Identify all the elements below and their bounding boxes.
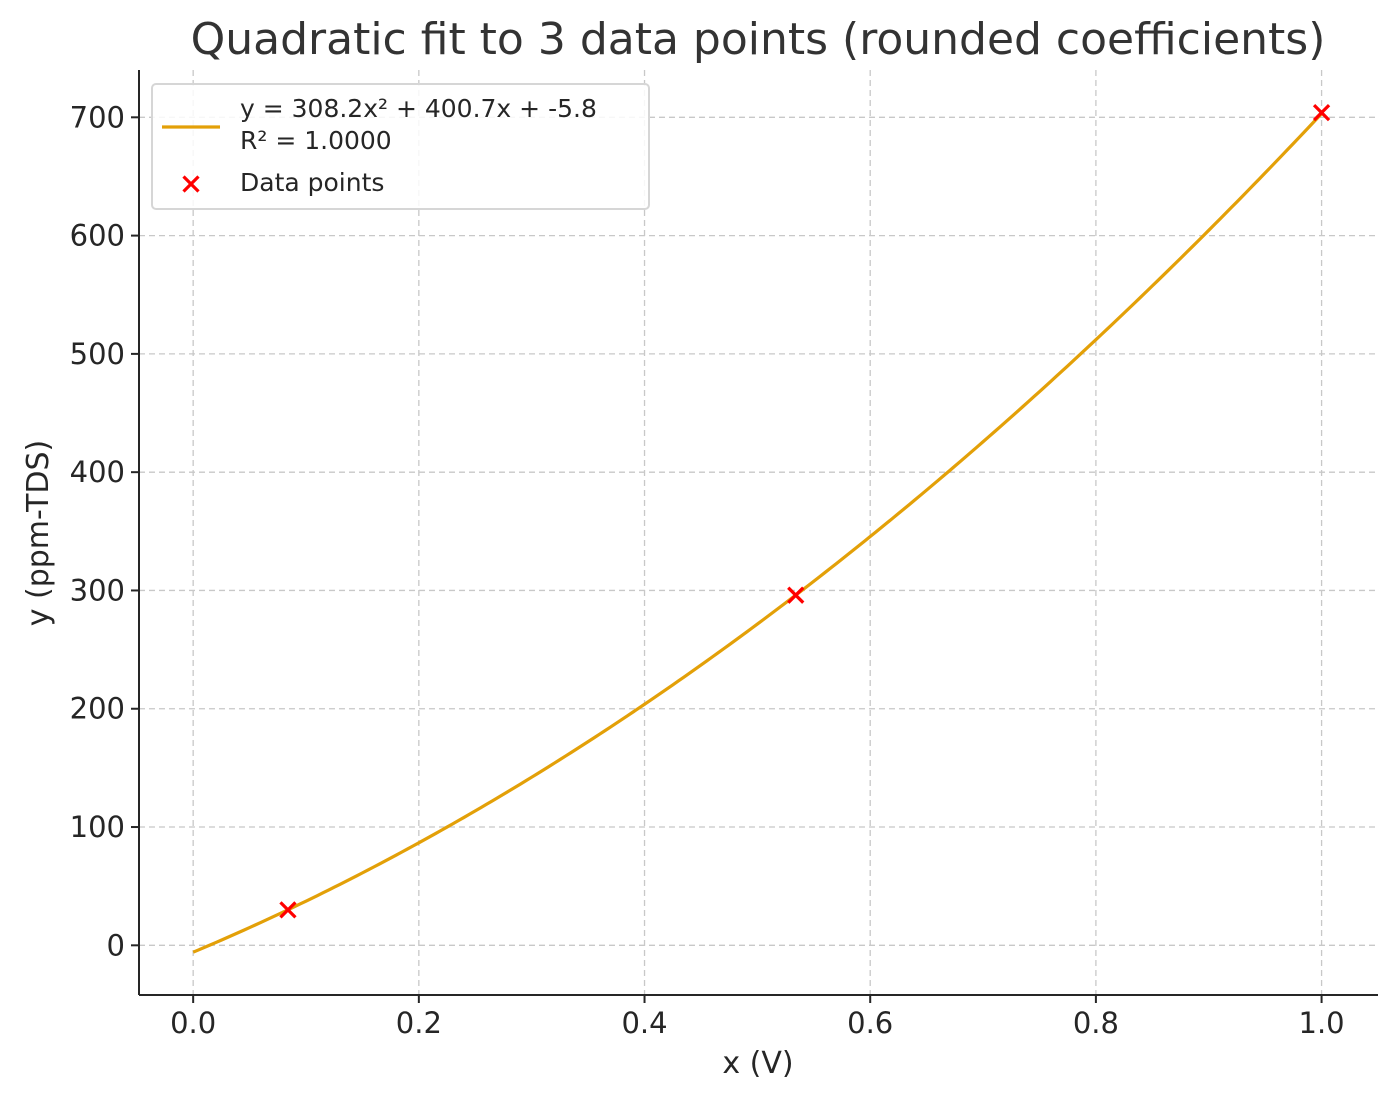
legend-points-swatch [182, 175, 200, 193]
grid [139, 70, 1378, 995]
legend-points-label: Data points [240, 168, 384, 197]
legend-point-marker [182, 175, 200, 193]
legend-box [151, 83, 650, 210]
y-tick-label: 300 [70, 573, 125, 607]
legend-fit-label-line1: y = 308.2x² + 400.7x + -5.8 [240, 94, 597, 123]
legend: y = 308.2x² + 400.7x + -5.8 R² = 1.0000 … [151, 83, 650, 210]
x-ticks: 0.0 0.2 0.4 0.6 0.8 1.0 [170, 995, 1345, 1040]
y-tick-label: 600 [70, 219, 125, 253]
fit-curve [192, 112, 1323, 954]
y-tick-label: 200 [70, 692, 125, 726]
x-tick-label: 0.2 [396, 1006, 442, 1040]
axes [138, 70, 1378, 996]
y-tick-label: 400 [70, 455, 125, 489]
y-tick-label: 500 [70, 337, 125, 371]
x-tick-label: 1.0 [1299, 1006, 1345, 1040]
chart-title: Quadratic fit to 3 data points (rounded … [191, 14, 1326, 65]
data-point [279, 901, 297, 919]
x-axis-label: x (V) [722, 1046, 793, 1081]
data-points [279, 103, 1331, 919]
x-tick-label: 0.8 [1073, 1006, 1119, 1040]
y-ticks: 0 100 200 300 400 500 600 700 [70, 100, 139, 962]
x-tick-label: 0.6 [847, 1006, 893, 1040]
y-tick-label: 100 [70, 810, 125, 844]
x-tick-label: 0.0 [170, 1006, 216, 1040]
y-axis-label: y (ppm-TDS) [21, 440, 56, 627]
data-point [1312, 103, 1331, 122]
y-tick-label: 700 [70, 100, 125, 134]
x-tick-label: 0.4 [621, 1006, 667, 1040]
plot-area [192, 103, 1331, 954]
legend-fit-label-line2: R² = 1.0000 [240, 126, 392, 155]
y-tick-label: 0 [107, 928, 125, 962]
data-point [787, 586, 805, 604]
